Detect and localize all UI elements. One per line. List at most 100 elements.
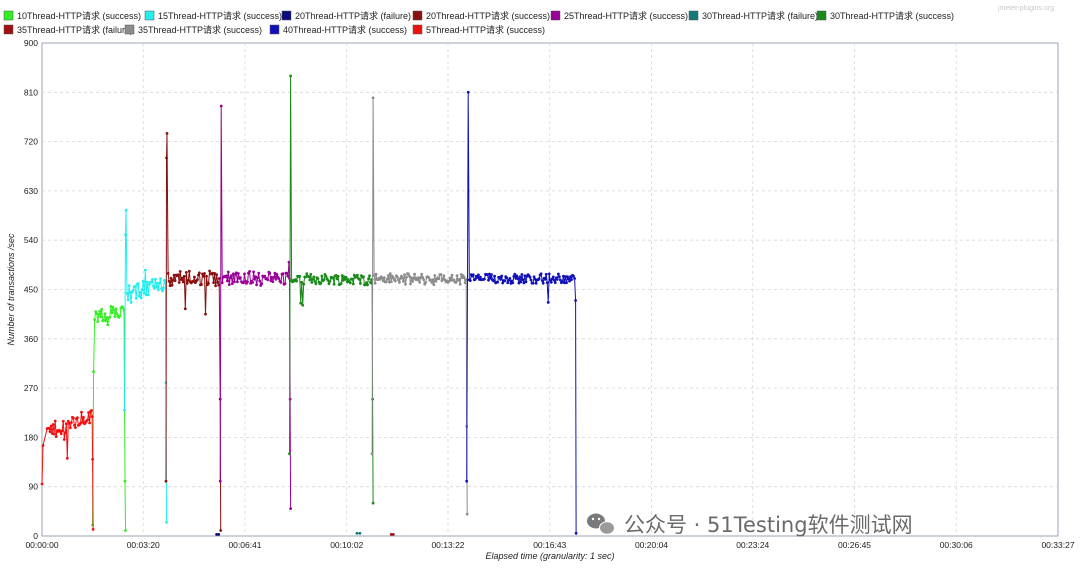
data-point — [505, 276, 509, 280]
data-point — [91, 528, 95, 531]
data-point — [398, 281, 401, 284]
data-point — [457, 277, 461, 281]
data-point — [404, 282, 407, 286]
data-point — [532, 275, 536, 279]
data-point — [537, 277, 541, 281]
data-point — [367, 277, 370, 281]
legend-item-label: 30Thread-HTTP请求 (success) — [830, 10, 954, 21]
data-point — [257, 271, 261, 275]
grid — [42, 43, 1058, 536]
series-1 — [123, 208, 168, 524]
data-point — [121, 306, 125, 310]
data-point — [159, 277, 162, 280]
data-point — [165, 156, 168, 160]
data-point — [574, 531, 578, 535]
legend-swatch — [688, 10, 699, 21]
data-point — [385, 277, 389, 281]
data-point — [558, 275, 561, 279]
data-point — [100, 307, 104, 311]
watermark-brand-text: 公众号 · 51Testing软件测试网 — [624, 513, 913, 537]
data-point — [274, 277, 278, 281]
data-point — [501, 281, 505, 285]
data-point — [557, 272, 560, 276]
data-point — [156, 281, 159, 285]
data-point — [202, 274, 205, 278]
data-point — [214, 284, 218, 288]
data-point — [351, 282, 355, 286]
data-point — [319, 281, 323, 285]
data-point — [513, 272, 517, 276]
data-point — [67, 421, 71, 425]
data-point — [82, 416, 85, 419]
data-point — [373, 281, 377, 285]
data-point — [283, 282, 287, 286]
data-point — [219, 104, 223, 108]
data-point — [371, 501, 375, 505]
legend-swatch — [144, 10, 155, 21]
data-point — [541, 281, 545, 285]
data-point — [219, 529, 223, 532]
data-point — [169, 276, 173, 280]
data-point — [178, 270, 182, 273]
data-point — [521, 278, 525, 281]
data-point — [124, 233, 127, 237]
data-point — [239, 276, 242, 279]
y-tick-label: 540 — [24, 235, 38, 245]
data-point — [49, 424, 53, 428]
data-point — [302, 282, 306, 286]
data-point — [310, 281, 314, 284]
data-point — [80, 410, 83, 414]
data-point — [437, 277, 441, 281]
data-point — [197, 273, 200, 277]
data-point — [331, 276, 335, 279]
data-point — [322, 278, 326, 282]
data-point — [277, 277, 281, 280]
data-point — [173, 279, 177, 282]
data-point — [335, 277, 339, 281]
data-point — [511, 281, 515, 285]
y-tick-label: 270 — [24, 383, 38, 393]
data-point — [402, 280, 405, 283]
data-point — [314, 282, 318, 286]
data-point — [352, 273, 356, 277]
data-point — [410, 276, 413, 280]
legend-item-label: 20Thread-HTTP请求 (success) — [426, 10, 550, 21]
data-point — [165, 132, 169, 135]
data-point — [440, 279, 444, 283]
data-point — [476, 276, 479, 279]
data-point — [218, 479, 222, 483]
data-point — [215, 533, 219, 536]
data-point — [391, 533, 395, 536]
data-point — [506, 281, 510, 285]
data-point — [528, 275, 532, 279]
data-point — [441, 277, 445, 280]
data-point — [106, 323, 110, 327]
data-point — [332, 282, 336, 286]
data-point — [553, 281, 557, 284]
data-point — [149, 280, 153, 284]
data-point — [99, 315, 103, 319]
data-point — [212, 281, 216, 284]
legend-item-label: 35Thread-HTTP请求 (failure) — [17, 24, 133, 35]
data-point — [408, 274, 411, 278]
data-point — [123, 479, 127, 483]
series-5 — [355, 531, 362, 535]
data-point — [439, 273, 443, 276]
data-point — [81, 420, 84, 424]
data-point — [260, 282, 264, 286]
data-point — [382, 276, 386, 280]
data-point — [424, 281, 428, 284]
data-point — [539, 272, 543, 276]
data-point — [431, 278, 435, 281]
data-point — [286, 274, 290, 278]
legend-item-label: 25Thread-HTTP请求 (success) — [564, 10, 688, 21]
data-point — [165, 520, 168, 524]
data-point — [76, 416, 79, 419]
y-tick-label: 450 — [24, 285, 38, 295]
data-point — [531, 281, 535, 285]
x-tick-label: 00:20:04 — [635, 540, 668, 550]
data-point — [301, 303, 305, 307]
data-point — [162, 286, 165, 290]
data-point — [403, 273, 406, 277]
data-point — [522, 281, 526, 285]
